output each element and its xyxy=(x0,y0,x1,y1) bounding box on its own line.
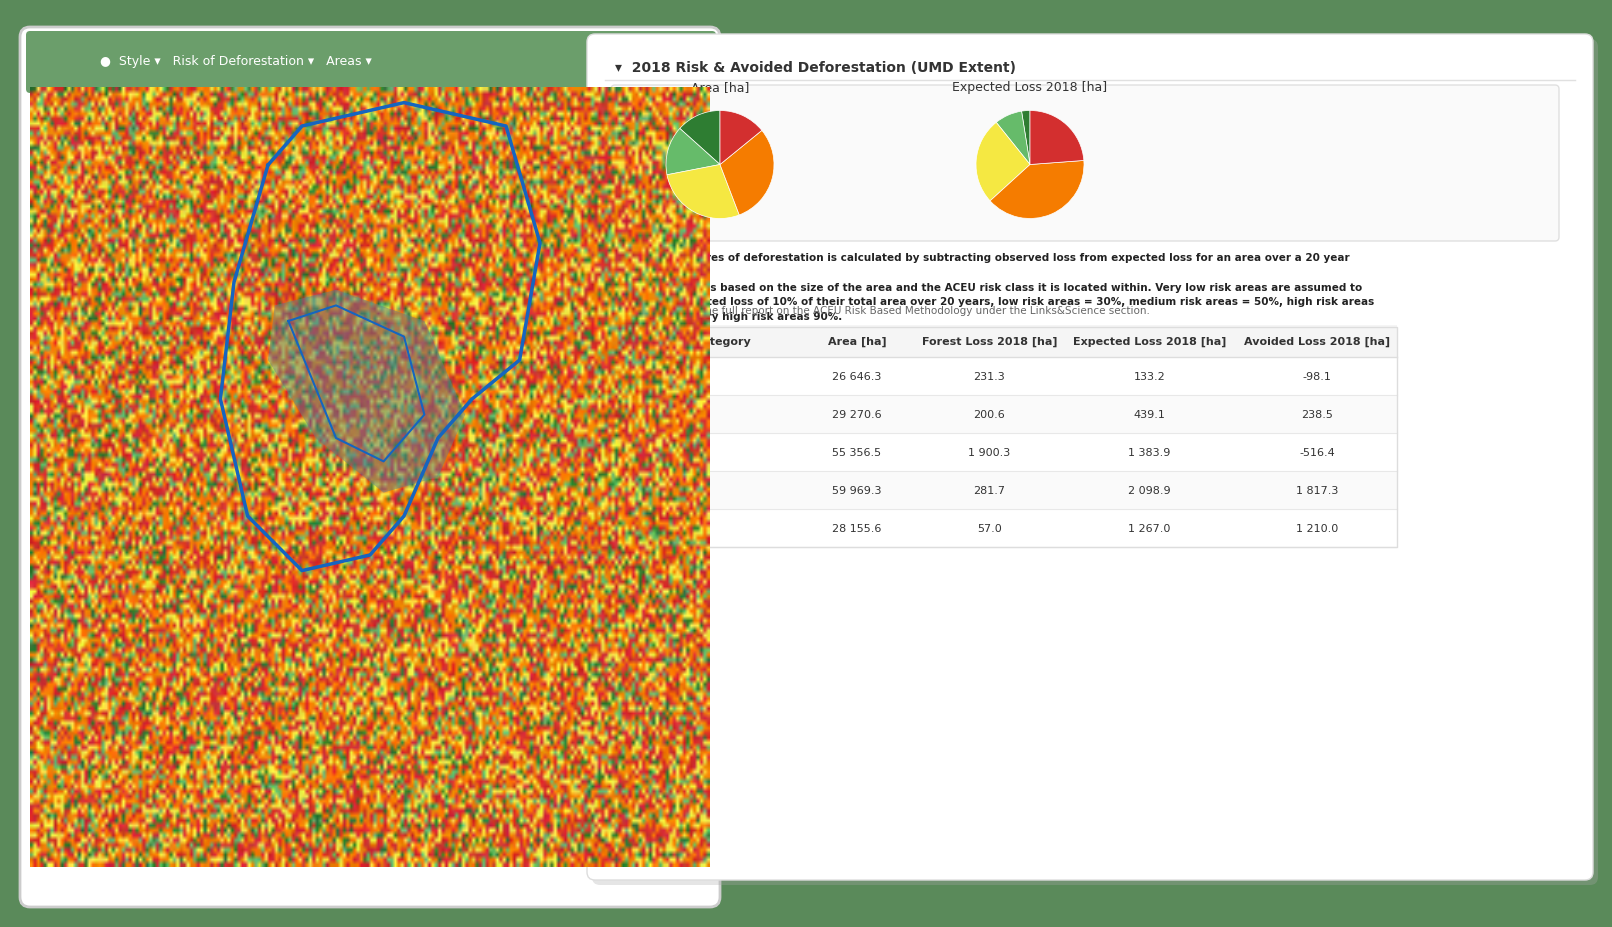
FancyBboxPatch shape xyxy=(587,35,1593,880)
Text: 133.2: 133.2 xyxy=(1133,372,1165,382)
Text: Avoided hectares of deforestation is calculated by subtracting observed loss fro: Avoided hectares of deforestation is cal… xyxy=(622,253,1375,322)
Text: 1 817.3: 1 817.3 xyxy=(1296,486,1338,495)
Text: Avoided Loss 2018 [ha]: Avoided Loss 2018 [ha] xyxy=(1244,337,1390,347)
Text: 238.5: 238.5 xyxy=(1301,410,1333,420)
Text: Very Low: Very Low xyxy=(650,372,700,382)
Text: Risk Category: Risk Category xyxy=(664,337,750,347)
Text: Legend: Legend xyxy=(64,113,113,126)
Text: High: High xyxy=(76,201,102,214)
Text: Please refer to the full report on the ACEU Risk Based Methodology under the Lin: Please refer to the full report on the A… xyxy=(622,306,1149,316)
Text: ✕: ✕ xyxy=(226,113,235,126)
Bar xyxy=(617,396,1398,434)
Circle shape xyxy=(56,171,68,184)
Circle shape xyxy=(629,484,642,498)
Text: 439.1: 439.1 xyxy=(1133,410,1165,420)
Circle shape xyxy=(56,187,68,198)
Text: ●  Style ▾   Risk of Deforestation ▾   Areas ▾: ● Style ▾ Risk of Deforestation ▾ Areas … xyxy=(100,56,372,69)
Text: Area [ha]: Area [ha] xyxy=(692,82,750,95)
Bar xyxy=(31,38,709,78)
Text: Expected Loss 2018 [ha]: Expected Loss 2018 [ha] xyxy=(953,82,1107,95)
Circle shape xyxy=(629,408,642,422)
Circle shape xyxy=(56,202,68,214)
Wedge shape xyxy=(996,112,1030,165)
Text: Low: Low xyxy=(650,410,672,420)
Circle shape xyxy=(56,157,68,169)
FancyBboxPatch shape xyxy=(592,40,1597,885)
Wedge shape xyxy=(1030,111,1083,165)
Text: 200.6: 200.6 xyxy=(974,410,1006,420)
Bar xyxy=(617,325,1398,358)
Text: 1 267.0: 1 267.0 xyxy=(1128,524,1170,533)
Wedge shape xyxy=(975,123,1030,202)
Text: Forest Loss 2018 [ha]: Forest Loss 2018 [ha] xyxy=(922,337,1057,347)
Text: Expected Loss 2018 [ha]: Expected Loss 2018 [ha] xyxy=(1074,337,1227,347)
Text: 59 969.3: 59 969.3 xyxy=(832,486,882,495)
Wedge shape xyxy=(667,165,740,220)
Bar xyxy=(31,78,709,867)
Text: 281.7: 281.7 xyxy=(974,486,1006,495)
Wedge shape xyxy=(680,111,721,165)
FancyBboxPatch shape xyxy=(611,86,1559,242)
Circle shape xyxy=(56,217,68,229)
Bar xyxy=(617,472,1398,510)
Wedge shape xyxy=(721,111,762,165)
FancyBboxPatch shape xyxy=(31,38,709,88)
Text: 29 270.6: 29 270.6 xyxy=(832,410,882,420)
Bar xyxy=(617,358,1398,396)
Text: Description: Description xyxy=(131,113,198,126)
Text: Low: Low xyxy=(76,171,98,184)
FancyBboxPatch shape xyxy=(35,98,245,283)
Bar xyxy=(617,327,1398,548)
Text: Very Low: Very Low xyxy=(76,157,127,170)
Text: 28 155.6: 28 155.6 xyxy=(832,524,882,533)
FancyBboxPatch shape xyxy=(19,28,721,907)
Circle shape xyxy=(629,521,642,536)
Wedge shape xyxy=(1022,111,1030,165)
Text: 1 210.0: 1 210.0 xyxy=(1296,524,1338,533)
Text: 55 356.5: 55 356.5 xyxy=(832,448,882,458)
Bar xyxy=(617,510,1398,548)
Text: Area [ha]: Area [ha] xyxy=(827,337,887,347)
Bar xyxy=(617,434,1398,472)
FancyBboxPatch shape xyxy=(26,32,716,94)
Text: 2 098.9: 2 098.9 xyxy=(1128,486,1170,495)
Text: High: High xyxy=(650,486,675,495)
Wedge shape xyxy=(990,161,1083,220)
Text: -516.4: -516.4 xyxy=(1299,448,1335,458)
Text: 1 383.9: 1 383.9 xyxy=(1128,448,1170,458)
Text: Risk of Deforestation: Risk of Deforestation xyxy=(55,138,214,151)
Circle shape xyxy=(629,446,642,460)
Text: ▾  2018 Risk & Avoided Deforestation (UMD Extent): ▾ 2018 Risk & Avoided Deforestation (UMD… xyxy=(616,61,1016,75)
Text: Very High: Very High xyxy=(650,524,704,533)
Text: 1 900.3: 1 900.3 xyxy=(969,448,1011,458)
Text: Very High: Very High xyxy=(76,216,132,229)
Wedge shape xyxy=(666,129,721,175)
Wedge shape xyxy=(721,132,774,216)
Polygon shape xyxy=(268,290,466,493)
Text: 57.0: 57.0 xyxy=(977,524,1003,533)
Text: Medium: Medium xyxy=(76,186,123,199)
Text: 231.3: 231.3 xyxy=(974,372,1006,382)
Text: -98.1: -98.1 xyxy=(1302,372,1332,382)
Text: Medium: Medium xyxy=(650,448,695,458)
Text: My Account ▾   English ▾  ?: My Account ▾ English ▾ ? xyxy=(609,57,756,67)
Text: 26 646.3: 26 646.3 xyxy=(832,372,882,382)
Circle shape xyxy=(629,370,642,384)
